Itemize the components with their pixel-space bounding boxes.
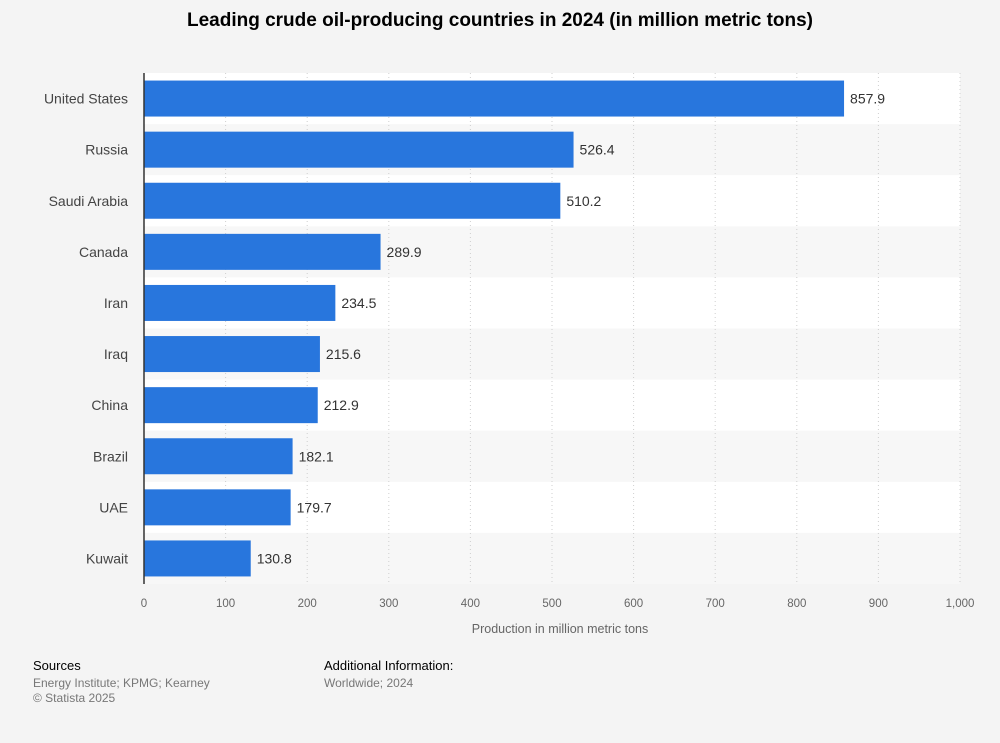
additional-info-heading[interactable]: Additional Information: [324,658,454,673]
value-label: 857.9 [850,91,885,107]
category-label: Kuwait [86,550,128,566]
x-tick-label: 600 [624,598,643,610]
copyright-text: © Statista 2025 [33,691,116,705]
sources-heading[interactable]: Sources [33,658,81,673]
bar[interactable] [144,182,561,219]
value-label: 212.9 [324,397,359,413]
category-label: Iran [104,295,128,311]
category-label: China [91,397,128,413]
bar-chart: United States 857.9 Russia 526.4 Saudi Arabi… [44,73,975,636]
value-label: 526.4 [580,142,615,158]
x-tick-label: 500 [542,598,561,610]
bar[interactable] [144,387,318,424]
x-tick-label: 0 [141,598,147,610]
x-tick-label: 900 [869,598,888,610]
x-tick-label: 400 [461,598,480,610]
sources-text: Energy Institute; KPMG; Kearney [33,676,210,690]
additional-info-block: Additional Information: Worldwide; 2024 [324,658,453,691]
value-label: 510.2 [566,193,601,209]
bar[interactable] [144,489,291,526]
bar[interactable] [144,80,845,117]
category-label: Brazil [93,448,128,464]
value-label: 289.9 [387,244,422,260]
x-tick-label: 1,000 [946,598,975,610]
bar[interactable] [144,233,381,270]
value-label: 215.6 [326,346,361,362]
x-tick-label: 100 [216,598,235,610]
bar[interactable] [144,438,293,475]
category-label: Russia [85,142,128,158]
x-tick-label: 800 [787,598,806,610]
category-label: Saudi Arabia [49,193,129,209]
x-tick-label: 200 [298,598,317,610]
category-label: UAE [99,499,128,515]
value-label: 182.1 [299,448,334,464]
value-label: 130.8 [257,550,292,566]
x-axis-label: Production in million metric tons [472,622,648,636]
sources-block: Sources Energy Institute; KPMG; Kearney … [33,658,210,706]
bar[interactable] [144,336,320,373]
value-label: 179.7 [297,499,332,515]
category-label: Canada [79,244,128,260]
additional-info-text: Worldwide; 2024 [324,676,414,690]
value-label: 234.5 [341,295,376,311]
x-tick-label: 300 [379,598,398,610]
bar[interactable] [144,131,574,168]
category-label: United States [44,91,128,107]
category-label: Iraq [104,346,128,362]
chart-title: Leading crude oil-producing countries in… [186,10,814,31]
x-tick-label: 700 [706,598,725,610]
bar[interactable] [144,284,336,321]
bar[interactable] [144,540,251,577]
